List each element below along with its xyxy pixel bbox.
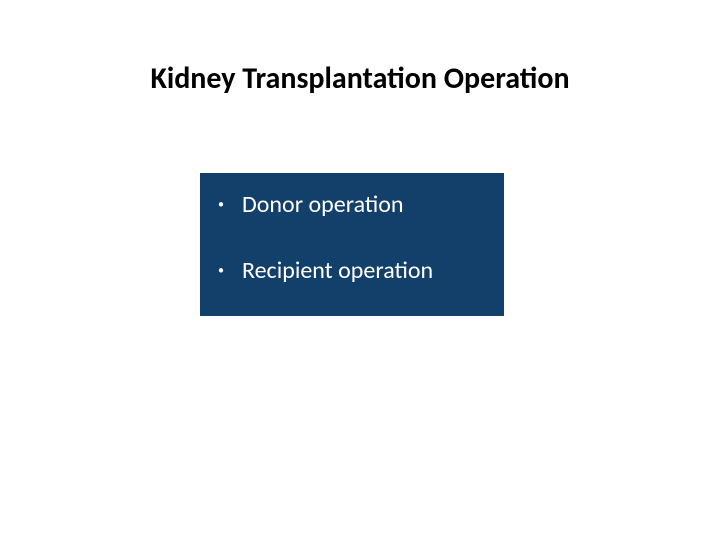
content-box: • Donor operation • Recipient operation — [200, 173, 504, 316]
bullet-icon: • — [218, 257, 242, 285]
list-item: • Recipient operation — [218, 257, 486, 285]
bullet-icon: • — [218, 191, 242, 219]
list-item-label: Donor operation — [242, 191, 403, 219]
slide-title: Kidney Transplantation Operation — [0, 60, 720, 97]
slide: Kidney Transplantation Operation • Donor… — [0, 0, 720, 540]
list-item-label: Recipient operation — [242, 257, 433, 285]
list-item: • Donor operation — [218, 191, 486, 219]
